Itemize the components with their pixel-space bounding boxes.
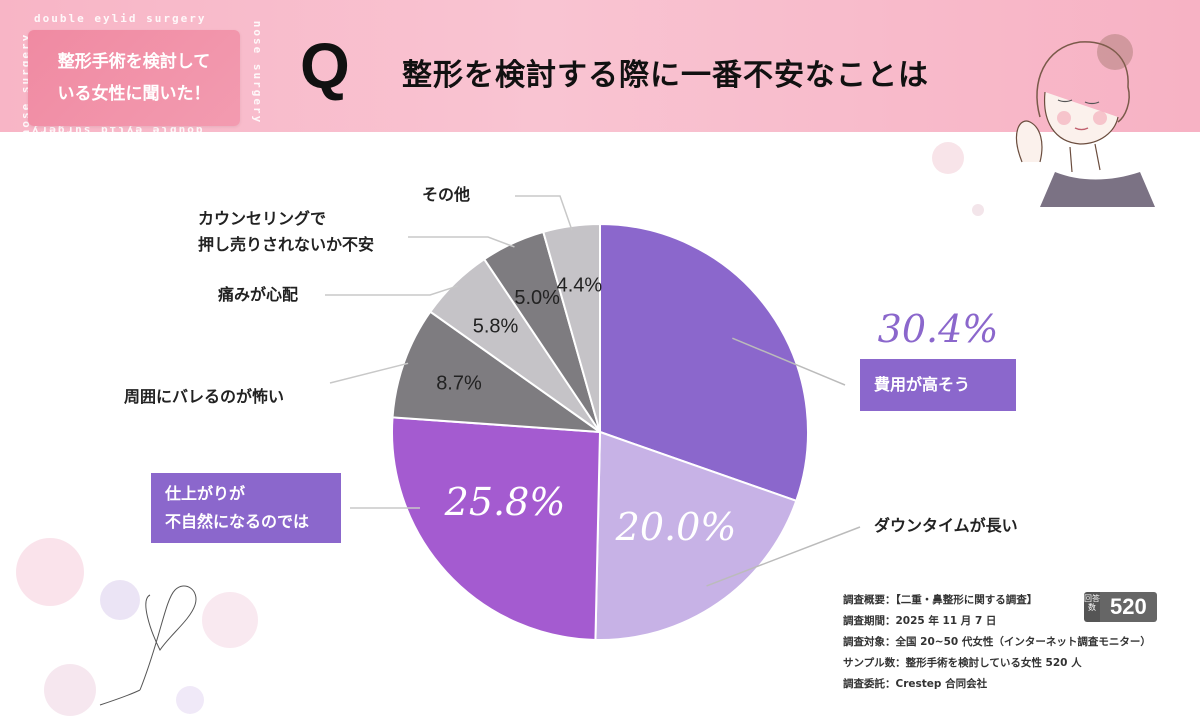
slice-value-label: 20.0% — [615, 505, 737, 549]
slice-value-label: 5.0% — [514, 287, 560, 309]
deco-circle — [202, 592, 258, 648]
survey-line-3: 調査対象：全国 20~50 代女性（インターネット調査モニター） — [843, 636, 1151, 648]
page-title: 整形を検討する際に一番不安なことは — [402, 58, 929, 93]
pie-slice — [599, 222, 809, 503]
pie-slices — [391, 222, 809, 641]
leader-line — [515, 195, 573, 231]
label-counsel: カウンセリングで 押し売りされないか不安 — [198, 206, 374, 258]
heart-doodle — [139, 585, 197, 691]
label-counsel-line-1: カウンセリングで — [198, 209, 327, 228]
leader-line — [732, 337, 846, 386]
survey-info: 調査概要：【二重・鼻整形に関する調査】 調査期間：2025 年 11 月 7 日… — [843, 590, 1151, 695]
deco-circle — [100, 580, 140, 620]
deco-circle — [44, 664, 96, 716]
slice-value-label: 8.7% — [436, 373, 482, 395]
leader-lines — [325, 195, 861, 587]
woman-illustration — [1016, 34, 1155, 207]
label-hiyou: 費用が高そう — [860, 359, 1016, 411]
survey-line-4: サンプル数：整形手術を検討している女性 520 人 — [843, 657, 1082, 669]
leader-line — [408, 236, 515, 248]
survey-line-1: 調査概要：【二重・鼻整形に関する調査】 — [843, 594, 1038, 606]
slice-value-label: 5.8% — [473, 316, 519, 338]
pie-slice — [542, 222, 601, 433]
response-count-value: 520 — [1100, 592, 1157, 622]
slice-value-labels: 30.4% 20.0% 25.8% 8.7% 5.8% 5.0%4.4% — [436, 275, 998, 549]
badge-line-2: いる女性に聞いた！ — [57, 84, 211, 104]
leader-line — [706, 526, 861, 587]
survey-badge: 整形手術を検討して いる女性に聞いた！ — [28, 30, 240, 126]
label-bareru: 周囲にバレるのが怖い — [124, 387, 285, 406]
heart-doodle-tail — [99, 689, 141, 706]
pie-slice — [391, 416, 602, 641]
slice-value-label: 25.8% — [444, 480, 566, 524]
badge-line-1: 整形手術を検討して — [57, 52, 211, 72]
pie-slice — [594, 430, 798, 641]
response-count-box: 回答数 520 — [1084, 592, 1157, 622]
deco-text-top: double eylid surgery — [34, 12, 207, 25]
label-downtime: ダウンタイムが長い — [874, 516, 1018, 535]
leader-line — [329, 362, 409, 384]
label-shiagari: 仕上がりが 不自然になるのでは — [151, 473, 341, 543]
pie-slice — [391, 310, 604, 434]
label-itami: 痛みが心配 — [218, 285, 299, 304]
deco-circle — [176, 686, 204, 714]
label-counsel-line-2: 押し売りされないか不安 — [198, 235, 375, 254]
slice-value-label: 30.4% — [878, 307, 999, 351]
deco-circle — [16, 538, 84, 606]
slice-value-label: 4.4% — [557, 275, 603, 297]
leader-line — [325, 285, 459, 296]
label-shiagari-line-2: 不自然になるのでは — [165, 512, 310, 531]
q-mark: Q — [300, 30, 350, 102]
survey-line-2: 調査期間：2025 年 11 月 7 日 — [843, 615, 997, 627]
label-sonota: その他 — [422, 185, 471, 204]
deco-circle — [972, 204, 984, 216]
deco-circle — [932, 142, 964, 174]
response-count-label: 回答数 — [1084, 592, 1100, 622]
label-shiagari-line-1: 仕上がりが — [165, 484, 246, 503]
survey-line-5: 調査委託：Crestep 合同会社 — [843, 678, 988, 690]
